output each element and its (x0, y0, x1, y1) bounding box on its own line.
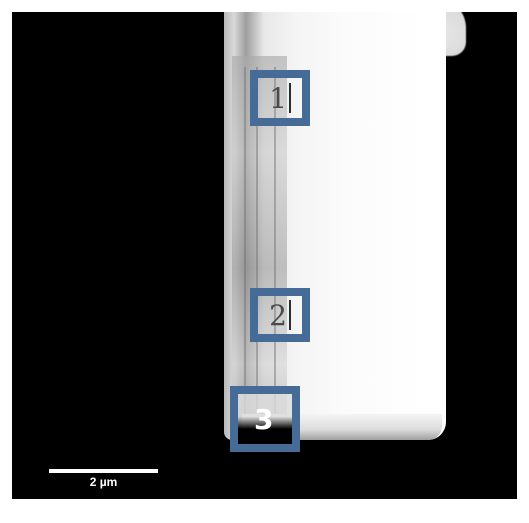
region-marker-2: 2 (250, 288, 310, 342)
region-marker-1-label: 1 (269, 81, 287, 115)
sample-streak (274, 67, 276, 427)
region-marker-1-line (288, 83, 291, 113)
sample-streak (256, 67, 258, 427)
region-marker-3: 3 (230, 386, 300, 452)
scale-bar (49, 469, 158, 473)
sample-streak (244, 67, 246, 427)
region-marker-2-label: 2 (269, 298, 287, 332)
scale-bar-label: 2 µm (89, 475, 118, 489)
region-marker-3-label: 3 (254, 402, 274, 436)
region-marker-2-line (288, 300, 291, 330)
region-marker-1: 1 (250, 70, 310, 126)
